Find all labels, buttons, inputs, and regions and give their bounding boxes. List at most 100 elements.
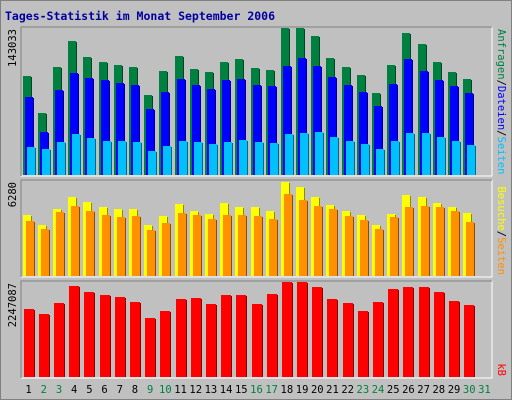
bar-top-seiten-day-1 xyxy=(27,147,36,175)
bar-mid-seiten-day-20-shadow xyxy=(322,207,323,276)
bar-mid-seiten-day-17-shadow xyxy=(277,220,278,276)
bar-mid-seiten-day-22-face xyxy=(345,216,353,276)
bar-top-seiten-day-22 xyxy=(346,141,355,175)
bar-bot-kb-day-7-shadow xyxy=(125,298,126,377)
bar-top-dateien-day-8-face xyxy=(131,85,139,175)
bar-top-seiten-day-17 xyxy=(270,143,279,175)
bar-mid-seiten-day-24 xyxy=(375,229,384,276)
bar-top-seiten-day-1-shadow xyxy=(35,148,36,175)
bar-top-seiten-day-1-face xyxy=(27,147,35,175)
bar-top-dateien-day-11 xyxy=(177,79,186,175)
bar-top-seiten-day-17-face xyxy=(270,143,278,175)
bar-top-seiten-day-15 xyxy=(239,140,248,175)
legend-separator: / xyxy=(495,130,507,136)
bar-bot-kb-day-21-shadow xyxy=(337,300,338,377)
bar-mid-seiten-day-25-face xyxy=(390,217,398,276)
bar-top-seiten-day-17-shadow xyxy=(278,144,279,175)
bar-mid-seiten-day-12-face xyxy=(193,215,201,276)
x-label-day-1: 1 xyxy=(25,384,31,396)
bar-top-dateien-day-17 xyxy=(268,86,277,175)
bar-mid-seiten-day-18-shadow xyxy=(292,195,293,276)
bar-mid-seiten-day-14-face xyxy=(223,215,231,276)
bar-top-dateien-day-10-shadow xyxy=(169,93,170,175)
bar-mid-seiten-day-29-face xyxy=(451,211,459,276)
bar-mid-seiten-day-28-face xyxy=(436,207,444,276)
bar-top-seiten-day-6-shadow xyxy=(111,142,112,175)
bar-top-dateien-day-5 xyxy=(85,78,94,175)
bar-top-seiten-day-16-face xyxy=(255,142,263,175)
bar-bot-kb-day-22 xyxy=(343,303,354,377)
x-label-day-7: 7 xyxy=(117,384,123,396)
panel-mid-edge xyxy=(20,179,492,277)
bar-top-dateien-day-15 xyxy=(237,79,246,175)
x-label-day-4: 4 xyxy=(71,384,77,396)
bar-mid-seiten-day-20 xyxy=(314,206,323,276)
bar-mid-seiten-day-6-face xyxy=(102,215,110,276)
bar-bot-kb-day-1-face xyxy=(24,309,34,377)
bar-mid-seiten-day-16-shadow xyxy=(262,217,263,276)
bar-bot-kb-day-14-shadow xyxy=(231,296,232,377)
x-label-day-5: 5 xyxy=(86,384,92,396)
bar-top-dateien-day-4-shadow xyxy=(78,74,79,175)
bar-top-seiten-day-14-face xyxy=(224,142,232,175)
bar-bot-kb-day-4 xyxy=(69,286,80,377)
bar-mid-seiten-day-13 xyxy=(208,219,217,276)
bar-bot-kb-day-18-shadow xyxy=(292,283,293,377)
bar-mid-seiten-day-14-shadow xyxy=(231,216,232,276)
legend-kb-label: kB xyxy=(495,363,507,376)
x-label-day-2: 2 xyxy=(41,384,47,396)
bar-top-seiten-day-14-shadow xyxy=(232,143,233,175)
bar-top-dateien-day-20-face xyxy=(313,66,321,175)
bar-mid-seiten-day-10-shadow xyxy=(170,224,171,276)
bar-bot-kb-day-13 xyxy=(206,304,217,377)
bar-top-seiten-day-3-shadow xyxy=(65,143,66,175)
bar-top-seiten-day-2-face xyxy=(42,149,50,175)
x-label-day-20: 20 xyxy=(311,384,324,396)
bar-bot-kb-day-16-face xyxy=(252,304,262,377)
bar-mid-seiten-day-7 xyxy=(117,217,126,276)
bar-bot-kb-day-24-face xyxy=(373,302,383,377)
bar-mid-seiten-day-25 xyxy=(390,217,399,276)
bar-mid-seiten-day-23 xyxy=(360,220,369,276)
bar-top-seiten-day-30-shadow xyxy=(475,146,476,175)
bar-mid-seiten-day-9 xyxy=(147,230,156,276)
bar-top-dateien-day-28 xyxy=(435,80,444,175)
bar-mid-seiten-day-13-shadow xyxy=(216,220,217,276)
bar-mid-seiten-day-17 xyxy=(269,219,278,276)
bar-top-seiten-day-24 xyxy=(376,149,385,175)
bar-bot-kb-day-17-shadow xyxy=(277,295,278,377)
bar-top-seiten-day-5 xyxy=(87,138,96,175)
bar-top-seiten-day-21-face xyxy=(330,137,338,175)
bar-bot-kb-day-28 xyxy=(434,292,445,377)
bar-top-dateien-day-16-shadow xyxy=(261,86,262,175)
bar-top-dateien-day-10-face xyxy=(161,92,169,175)
bar-top-seiten-day-19 xyxy=(300,133,309,175)
bar-top-dateien-day-29 xyxy=(450,86,459,175)
bar-bot-kb-day-24 xyxy=(373,302,384,377)
bar-top-dateien-day-24-shadow xyxy=(382,107,383,175)
bar-top-dateien-day-10 xyxy=(161,92,170,175)
bar-mid-seiten-day-14 xyxy=(223,215,232,276)
bar-bot-kb-day-22-face xyxy=(343,303,353,377)
bar-top-seiten-day-9 xyxy=(148,151,157,175)
bar-bot-kb-day-10 xyxy=(160,311,171,377)
bar-top-seiten-day-24-face xyxy=(376,149,384,175)
bar-bot-kb-day-28-face xyxy=(434,292,444,377)
bar-bot-kb-day-23-shadow xyxy=(368,312,369,377)
x-label-day-21: 21 xyxy=(326,384,339,396)
bar-mid-seiten-day-5 xyxy=(86,211,95,276)
bar-top-dateien-day-25-face xyxy=(389,84,397,175)
x-label-day-10: 10 xyxy=(159,384,172,396)
bar-top-seiten-day-11 xyxy=(179,141,188,175)
bar-top-seiten-day-2-shadow xyxy=(50,150,51,175)
bar-top-dateien-day-11-shadow xyxy=(185,80,186,175)
bar-top-seiten-day-12-face xyxy=(194,142,202,175)
bar-top-dateien-day-16 xyxy=(253,85,262,175)
bar-top-dateien-day-22-shadow xyxy=(352,86,353,175)
bar-mid-seiten-day-4 xyxy=(71,206,80,276)
bar-mid-seiten-day-27-shadow xyxy=(429,207,430,276)
bar-top-dateien-day-17-face xyxy=(268,86,276,175)
bar-bot-kb-day-24-shadow xyxy=(383,303,384,377)
bar-top-dateien-day-1-shadow xyxy=(33,98,34,175)
